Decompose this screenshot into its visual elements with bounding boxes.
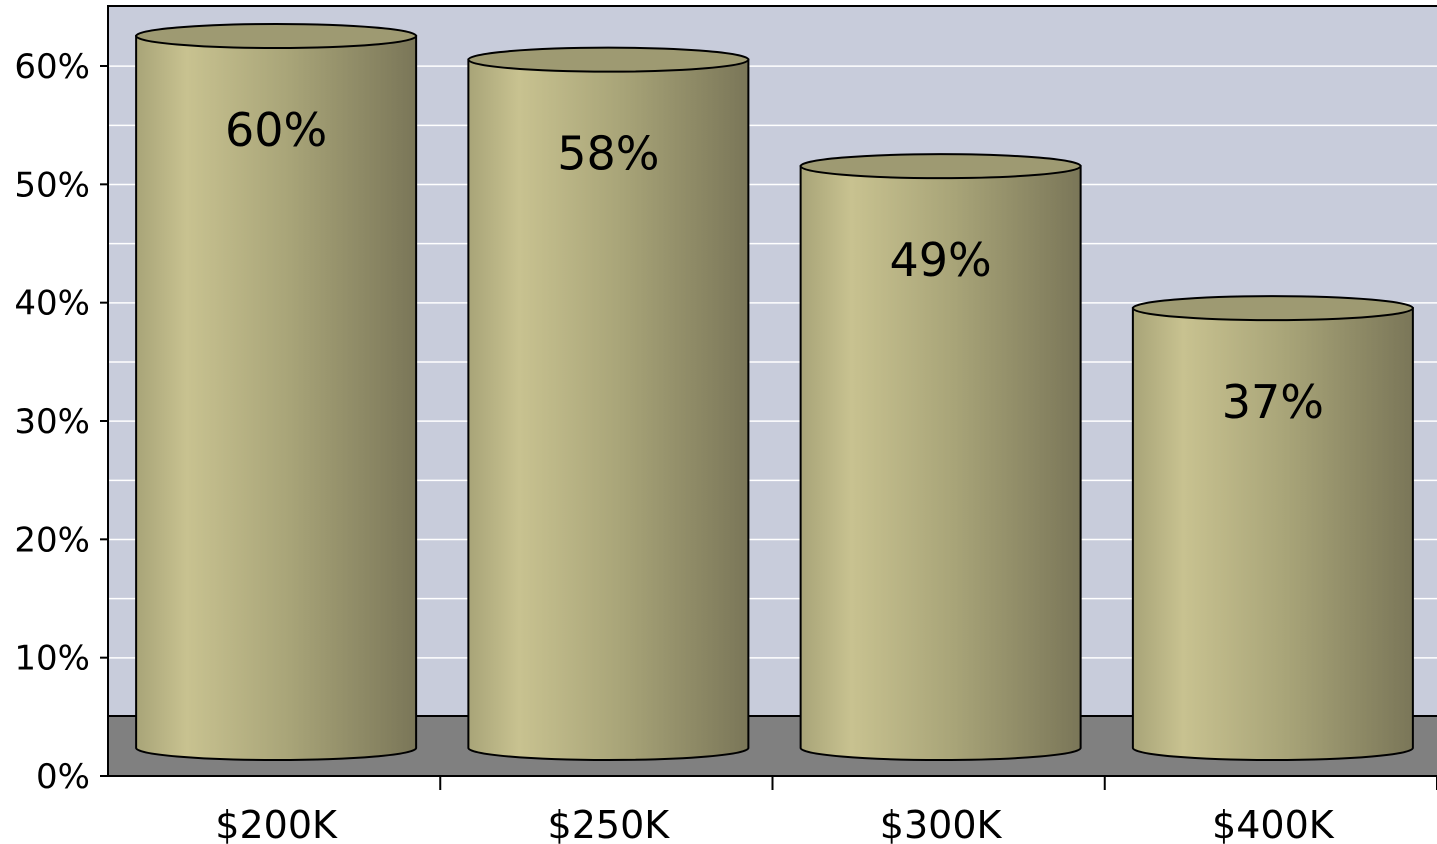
x-category-label: $200K: [215, 803, 338, 844]
bar-body: [1131, 307, 1414, 761]
axes: [100, 6, 1437, 790]
bar-200k: [135, 23, 418, 761]
y-tick-label: 60%: [14, 47, 90, 87]
y-tick-label: 40%: [14, 284, 90, 324]
labels: 0% 10% 20% 30% 40% 50% 60% 60% $200K 58% $250K 49% $…: [14, 47, 1334, 844]
y-tick-label: 50%: [14, 165, 90, 205]
data-label: 49%: [890, 233, 992, 287]
data-label: 58%: [557, 127, 659, 181]
bars: [135, 23, 1414, 761]
bar-250k: [467, 46, 750, 761]
bar-300k: [799, 153, 1082, 761]
y-tick-label: 30%: [14, 402, 90, 442]
bar-body: [467, 58, 750, 761]
bar-top: [799, 153, 1082, 180]
data-label: 37%: [1222, 375, 1324, 429]
bar-400k: [1131, 295, 1414, 761]
bar-top: [1131, 295, 1414, 322]
x-category-label: $400K: [1212, 803, 1335, 844]
x-category-label: $250K: [548, 803, 671, 844]
y-tick-label: 0%: [36, 757, 90, 797]
x-category-label: $300K: [880, 803, 1003, 844]
bar-top: [467, 46, 750, 73]
bar-body: [799, 165, 1082, 761]
bar-top: [135, 23, 418, 49]
y-tick-label: 10%: [14, 639, 90, 679]
data-label: 60%: [225, 103, 327, 157]
bar-body: [135, 35, 418, 761]
y-tick-label: 20%: [14, 520, 90, 560]
